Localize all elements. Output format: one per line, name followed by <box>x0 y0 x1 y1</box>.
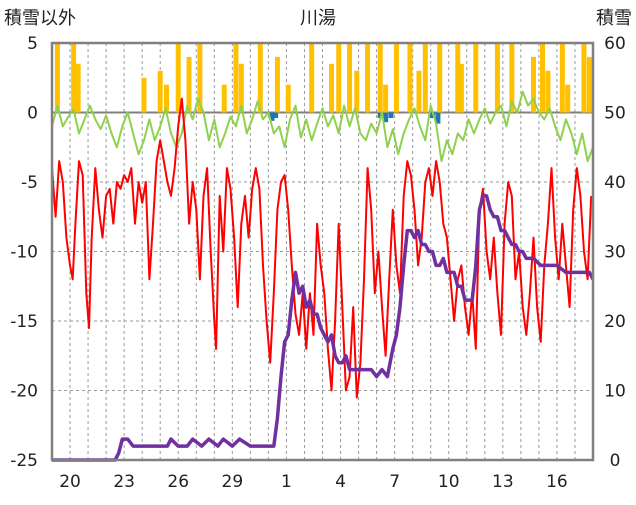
bar-mark-0 <box>233 43 239 113</box>
bar-mark-0 <box>347 43 353 113</box>
bar-mark-0 <box>559 43 565 113</box>
bar-mark-0 <box>285 84 291 113</box>
bar-mark-0 <box>238 63 244 113</box>
left-tick-label: -10 <box>10 243 38 263</box>
chart-title: 川湯 <box>300 8 336 29</box>
x-tick-label: 16 <box>546 472 568 492</box>
x-tick-label: 26 <box>167 472 189 492</box>
right-tick-label: 10 <box>604 382 626 402</box>
bar-mark-0 <box>329 63 335 113</box>
bar-mark-1 <box>377 112 383 119</box>
bar-mark-0 <box>458 63 464 113</box>
bar-mark-1 <box>383 112 389 123</box>
bar-mark-0 <box>473 43 479 113</box>
bar-mark-0 <box>365 43 371 113</box>
x-tick-label: 10 <box>438 472 460 492</box>
bar-mark-1 <box>435 112 441 124</box>
x-tick-label: 23 <box>113 472 135 492</box>
bar-mark-0 <box>383 84 389 113</box>
left-tick-label: -20 <box>10 382 38 402</box>
bar-mark-0 <box>545 70 551 113</box>
bar-mark-0 <box>455 43 461 113</box>
right-tick-label: 50 <box>604 104 626 124</box>
x-tick-label: 20 <box>59 472 81 492</box>
x-tick-label: 7 <box>389 472 400 492</box>
bar-mark-0 <box>309 43 315 113</box>
bar-mark-1 <box>269 112 275 121</box>
bar-mark-0 <box>221 84 227 113</box>
bar-mark-0 <box>540 43 546 113</box>
series-line-3 <box>51 97 593 399</box>
plot-frame <box>50 41 595 462</box>
bar-mark-0 <box>141 77 147 113</box>
bar-mark-0 <box>197 43 203 113</box>
bar-mark-0 <box>416 70 422 113</box>
bar-mark-0 <box>494 43 500 113</box>
plot-layer <box>50 41 595 462</box>
right-axis-label: 積雪 <box>596 8 632 29</box>
bar-mark-0 <box>437 43 443 113</box>
bar-mark-0 <box>336 43 342 113</box>
left-tick-label: -25 <box>10 451 38 471</box>
x-tick-label: 4 <box>335 472 346 492</box>
bar-mark-0 <box>164 84 170 113</box>
bar-mark-1 <box>273 112 279 119</box>
x-tick-label: 13 <box>492 472 514 492</box>
right-tick-label: 20 <box>604 312 626 332</box>
left-tick-label: 5 <box>27 34 38 54</box>
x-tick-label: 29 <box>222 472 244 492</box>
bar-mark-0 <box>565 84 571 113</box>
series-line-4 <box>52 194 595 462</box>
bar-mark-0 <box>530 56 536 113</box>
bar-mark-0 <box>71 43 77 113</box>
bar-mark-0 <box>407 43 413 113</box>
bar-mark-0 <box>354 70 360 113</box>
right-tick-label: 30 <box>604 243 626 263</box>
right-tick-label: 60 <box>604 34 626 54</box>
bar-mark-0 <box>75 63 81 113</box>
bar-mark-0 <box>509 43 515 113</box>
x-tick-label: 1 <box>281 472 292 492</box>
bar-mark-1 <box>430 112 436 119</box>
bar-mark-0 <box>54 43 60 113</box>
bar-mark-0 <box>274 56 280 113</box>
bar-mark-1 <box>388 112 394 119</box>
left-tick-label: -15 <box>10 312 38 332</box>
left-axis-label: 積雪以外 <box>4 8 76 29</box>
bar-mark-0 <box>186 56 192 113</box>
right-tick-label: 0 <box>610 451 621 471</box>
bar-mark-0 <box>422 43 428 113</box>
bar-mark-0 <box>175 43 181 113</box>
left-tick-label: 0 <box>27 104 38 124</box>
bar-mark-0 <box>377 43 383 113</box>
bar-mark-0 <box>586 56 592 113</box>
bar-mark-0 <box>257 43 263 113</box>
series-line-2 <box>51 90 594 163</box>
left-tick-label: -5 <box>21 173 38 193</box>
right-tick-label: 40 <box>604 173 626 193</box>
bar-mark-0 <box>581 43 587 113</box>
bar-mark-0 <box>393 43 399 113</box>
bar-mark-0 <box>157 70 163 113</box>
